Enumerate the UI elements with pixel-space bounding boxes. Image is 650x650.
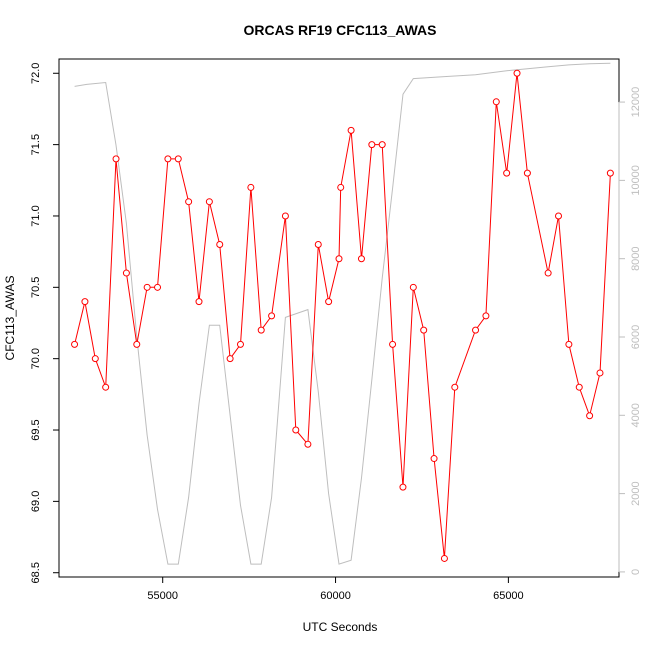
data-point — [71, 340, 79, 348]
data-point — [399, 483, 407, 491]
x-tick-label: 65000 — [493, 590, 524, 602]
y-tick-label: 71.5 — [30, 134, 42, 155]
y2-tick-label: 2000 — [630, 481, 642, 505]
data-point — [565, 340, 573, 348]
data-point — [281, 212, 289, 220]
data-point — [133, 340, 141, 348]
x-axis: 55000 60000 65000 — [147, 576, 524, 602]
y2-tick-label: 4000 — [630, 403, 642, 427]
y-tick-label: 71.0 — [30, 205, 42, 226]
data-point — [335, 255, 343, 263]
data-point — [216, 241, 224, 249]
data-point — [523, 169, 531, 177]
data-point — [247, 183, 255, 191]
data-point — [143, 283, 151, 291]
data-point — [451, 383, 459, 391]
data-point — [440, 554, 448, 562]
data-point — [482, 312, 490, 320]
data-point — [430, 455, 438, 463]
data-point — [195, 298, 203, 306]
y2-tick-label: 10000 — [630, 165, 642, 196]
data-point — [314, 241, 322, 249]
data-point — [205, 198, 213, 206]
data-point — [492, 98, 500, 106]
y-tick-label: 68.5 — [30, 562, 42, 583]
y2-tick-label: 12000 — [630, 87, 642, 118]
data-point — [575, 383, 583, 391]
y-tick-label: 70.5 — [30, 277, 42, 298]
data-point — [304, 440, 312, 448]
data-point — [409, 283, 417, 291]
data-point — [112, 155, 120, 163]
data-point — [164, 155, 172, 163]
x-tick-label: 60000 — [320, 590, 351, 602]
data-point — [420, 326, 428, 334]
data-point — [586, 412, 594, 420]
data-point — [544, 269, 552, 277]
data-point — [472, 326, 480, 334]
data-point — [81, 298, 89, 306]
data-point — [154, 283, 162, 291]
y-axis-label: CFC113_AWAS — [3, 276, 17, 361]
data-point — [185, 198, 193, 206]
y-tick-label: 70.0 — [30, 348, 42, 369]
x-axis-label: UTC Seconds — [303, 620, 378, 634]
data-point — [389, 340, 397, 348]
y-tick-label: 69.0 — [30, 491, 42, 512]
data-point — [257, 326, 265, 334]
data-point — [226, 355, 234, 363]
data-point — [268, 312, 276, 320]
data-point — [347, 126, 355, 134]
y-axis: 68.5 69.0 69.5 70.0 70.5 71.0 71.5 72.0 — [30, 63, 60, 583]
x-tick-label: 55000 — [147, 590, 178, 602]
y-tick-label: 69.5 — [30, 419, 42, 440]
chart-title: ORCAS RF19 CFC113_AWAS — [244, 22, 437, 38]
data-point — [91, 355, 99, 363]
y2-axis: 0 2000 4000 6000 8000 10000 12000 — [618, 87, 642, 575]
data-point — [503, 169, 511, 177]
y2-tick-label: 8000 — [630, 246, 642, 270]
data-point — [174, 155, 182, 163]
data-point — [378, 141, 386, 149]
data-point — [357, 255, 365, 263]
data-point — [606, 169, 614, 177]
y-tick-label: 72.0 — [30, 63, 42, 84]
data-point — [122, 269, 130, 277]
data-point — [368, 141, 376, 149]
data-point — [292, 426, 300, 434]
data-point — [236, 340, 244, 348]
data-point — [555, 212, 563, 220]
y2-tick-label: 0 — [630, 569, 642, 575]
grey-series-line — [74, 62, 611, 565]
data-point — [337, 183, 345, 191]
data-point — [102, 383, 110, 391]
series-layer — [71, 62, 614, 565]
data-point — [325, 298, 333, 306]
y2-tick-label: 6000 — [630, 325, 642, 349]
data-point — [596, 369, 604, 377]
data-point — [513, 69, 521, 77]
